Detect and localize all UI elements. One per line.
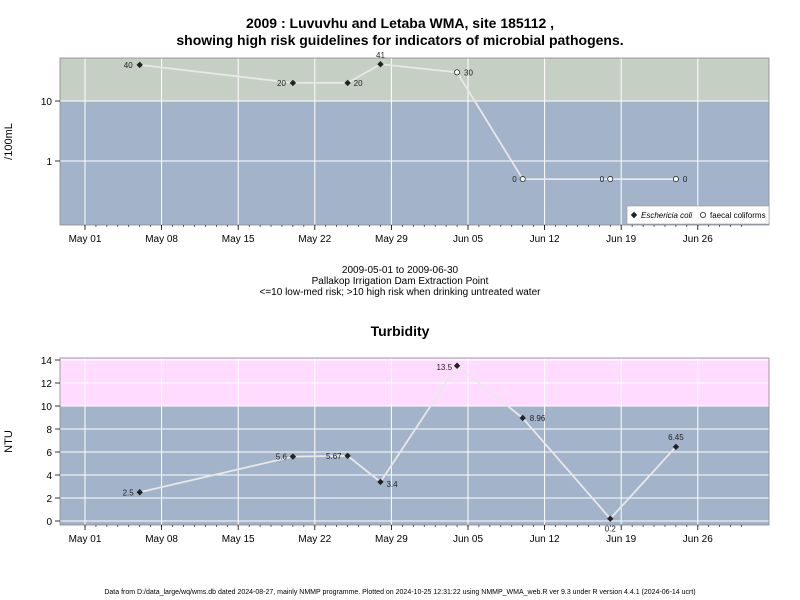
- chart1-point: [344, 79, 351, 87]
- chart2-point: [607, 515, 614, 522]
- location-label: Pallakop Irrigation Dam Extraction Point: [311, 276, 489, 287]
- chart2-frame: [59, 357, 770, 526]
- chart1-title-line1: 2009 : Luvuvhu and Letaba WMA, site 1851…: [245, 15, 555, 31]
- chart2-xtick-label: Jun 12: [530, 534, 560, 545]
- chart1-point: [672, 176, 679, 183]
- chart1-data-label: 30: [464, 68, 473, 77]
- chart2-ytick-label: 0: [46, 517, 52, 528]
- chart1-low-risk-band: [60, 101, 769, 225]
- chart1-ylabel: /100mL: [3, 123, 15, 160]
- chart1-high-risk-band: [60, 58, 769, 101]
- chart2-xtick-label: Jun 19: [606, 534, 636, 545]
- chart2-point: [136, 489, 143, 496]
- chart1-legend-marker-faecal: [700, 211, 707, 218]
- chart1-xtick-label: May 01: [69, 234, 102, 245]
- chart2-point: [519, 414, 526, 422]
- chart2-point: [453, 362, 461, 369]
- chart2-high-risk-band: [60, 358, 769, 406]
- chart1-legend-label-faecal: faecal coliforms: [710, 211, 766, 220]
- chart2-data-label: 5.6: [276, 453, 288, 462]
- chart1-data-label: 41: [376, 51, 385, 60]
- chart2-point: [377, 478, 384, 486]
- chart2-data-label: 0.2: [605, 525, 617, 534]
- chart1-frame: [59, 57, 770, 226]
- chart1-data-label: 0: [512, 175, 517, 184]
- chart2-data-label: 5.67: [326, 452, 342, 461]
- chart1-data-label: 40: [124, 61, 133, 70]
- chart2-xtick-label: May 08: [145, 534, 178, 545]
- chart1-xtick-label: Jun 19: [606, 234, 636, 245]
- chart1-point: [289, 79, 297, 87]
- chart2-xtick-label: May 01: [69, 534, 102, 545]
- chart1-point: [607, 176, 614, 183]
- chart2-ytick-label: 10: [41, 402, 53, 413]
- chart2-series-line: [139, 364, 677, 521]
- date-range: 2009-05-01 to 2009-06-30: [341, 265, 459, 276]
- chart1-data-label: 0: [683, 175, 688, 184]
- chart1-series-line: [139, 63, 676, 181]
- chart1-xtick-label: May 29: [375, 234, 408, 245]
- chart2-ytick-label: 12: [41, 379, 53, 390]
- chart2-ytick-label: 14: [41, 356, 53, 367]
- chart1-xtick-label: Jun 26: [683, 234, 713, 245]
- chart1-xtick-label: May 08: [145, 234, 178, 245]
- chart1-point: [519, 176, 526, 183]
- chart2-point: [289, 453, 297, 460]
- chart1-point: [377, 61, 384, 68]
- chart2-ytick-label: 4: [46, 471, 52, 482]
- chart2-ytick-label: 2: [46, 494, 52, 505]
- chart2-point: [344, 452, 351, 459]
- chart1-data-label: 20: [354, 79, 363, 88]
- chart2-data-label: 6.45: [668, 433, 684, 442]
- chart1-ytick-label: 1: [46, 157, 52, 168]
- chart1-data-label: 20: [277, 79, 286, 88]
- chart2-ytick-label: 6: [46, 448, 52, 459]
- chart1-xtick-label: Jun 05: [453, 234, 483, 245]
- chart2-xtick-label: May 15: [222, 534, 255, 545]
- footer-note: Data from D:/data_large/wq/wms.db dated …: [104, 589, 696, 596]
- chart1-xtick-label: May 22: [298, 234, 331, 245]
- chart2-title: Turbidity: [370, 323, 430, 339]
- chart1-legend-label-ecoli: Eschericia coli: [641, 211, 692, 220]
- chart1-point: [136, 61, 143, 69]
- chart1-xtick-label: May 15: [222, 234, 255, 245]
- chart2-xtick-label: Jun 26: [683, 534, 713, 545]
- chart2-data-label: 3.4: [386, 480, 398, 489]
- chart1-title-line2: showing high risk guidelines for indicat…: [176, 32, 624, 48]
- chart2-xtick-label: May 22: [298, 534, 331, 545]
- chart1-legend-box: [626, 205, 770, 225]
- chart1-data-label: 0: [600, 175, 605, 184]
- risk-note: <=10 low-med risk; >10 high risk when dr…: [259, 287, 541, 298]
- chart2-low-risk-band: [60, 406, 769, 525]
- chart2-point: [672, 443, 680, 451]
- chart2-xtick-label: May 29: [375, 534, 408, 545]
- chart2-data-label: 13.5: [436, 363, 452, 372]
- chart1-point: [454, 69, 461, 76]
- chart2-data-label: 8.96: [530, 414, 546, 423]
- chart1-ytick-label: 10: [41, 97, 53, 108]
- chart1-xtick-label: Jun 12: [530, 234, 560, 245]
- chart2-xtick-label: Jun 05: [453, 534, 483, 545]
- chart2-ylabel: NTU: [3, 430, 15, 453]
- chart2-ytick-label: 8: [46, 425, 52, 436]
- chart2-data-label: 2.5: [123, 488, 135, 497]
- chart1-legend-marker-ecoli: [630, 211, 638, 219]
